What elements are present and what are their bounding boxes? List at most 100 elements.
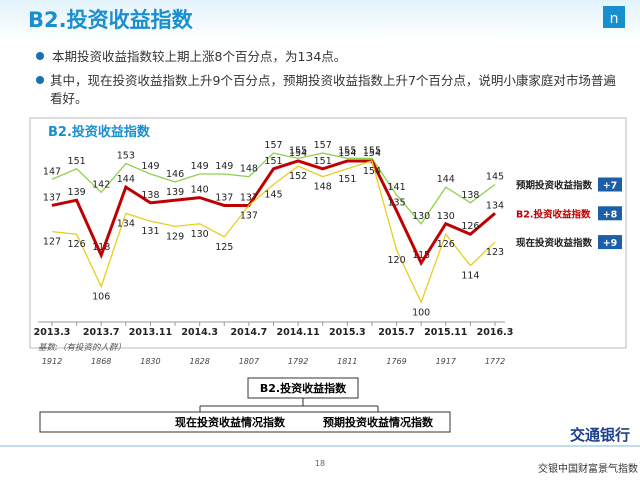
x-tick-label: 2015.11	[424, 327, 467, 338]
series-line	[51, 152, 496, 225]
data-label: 149	[191, 161, 209, 172]
series-line	[51, 159, 496, 267]
x-tick-label: 2015.3	[329, 327, 366, 338]
data-label: 144	[437, 174, 455, 185]
x-tick-label: 2014.11	[276, 327, 319, 338]
base-count: 1868	[91, 357, 111, 366]
data-label: 131	[141, 226, 159, 237]
change-badge	[598, 206, 622, 221]
data-label: 137	[215, 192, 233, 203]
data-label: 144	[117, 174, 135, 185]
legend-entry: 预期投资收益指数	[516, 180, 593, 192]
data-label: 154	[363, 148, 381, 159]
data-label: 145	[264, 190, 282, 201]
data-label: 145	[486, 172, 504, 183]
legend-entry: B2.投资收益指数	[516, 208, 591, 220]
base-label: 基数:（有投资的人群）	[38, 342, 126, 353]
data-label: 129	[166, 231, 184, 242]
data-label: 153	[117, 151, 135, 162]
tree-connector	[199, 398, 379, 412]
x-tick-label: 2013.3	[34, 327, 71, 338]
data-label: 138	[461, 190, 479, 201]
data-label: 118	[92, 242, 110, 253]
data-label: 152	[289, 171, 307, 182]
base-count: 1811	[337, 357, 357, 366]
data-label: 157	[314, 140, 332, 151]
x-tick-label: 2015.7	[378, 327, 415, 338]
legend-entry: 现在投资收益指数	[516, 237, 593, 249]
data-label: 157	[264, 140, 282, 151]
data-label: 154	[363, 166, 381, 177]
slide-title: B2.投资收益指数	[28, 8, 194, 32]
bullet: 本期投资收益指数较上期上涨8个百分点，为134点。	[52, 49, 346, 64]
data-label: 139	[68, 187, 86, 198]
bullet-dot	[36, 76, 44, 84]
x-tick-label: 2013.7	[83, 327, 120, 338]
logo-glyph: n	[610, 11, 619, 27]
data-label: 148	[240, 164, 258, 175]
x-tick-label: 2014.7	[231, 327, 268, 338]
data-label: 149	[141, 161, 159, 172]
base-count: 1912	[42, 357, 62, 366]
x-tick-label: 2013.11	[129, 327, 172, 338]
data-label: 123	[486, 247, 504, 258]
page-number: 18	[315, 459, 325, 468]
bullet-wrap: 其中，现在投资收益指数上升9个百分点，预期投资收益指数上升7个百分点，说明小康家…	[50, 73, 616, 106]
data-label: 154	[289, 148, 307, 159]
data-label: 151	[68, 156, 86, 167]
logo-icon	[603, 6, 625, 28]
x-tick-label: 2016.3	[477, 327, 514, 338]
data-label: 114	[461, 271, 479, 282]
data-label: 120	[387, 255, 405, 266]
data-label: 141	[387, 182, 405, 193]
data-label: 126	[437, 239, 455, 250]
data-label: 147	[43, 166, 61, 177]
data-label: 155	[289, 145, 307, 156]
change-label: +7	[603, 181, 618, 192]
data-label: 148	[314, 182, 332, 193]
data-label: 130	[437, 211, 455, 222]
data-label: 149	[215, 161, 233, 172]
change-badge	[598, 235, 622, 250]
data-label: 135	[387, 198, 405, 209]
data-label: 151	[314, 156, 332, 167]
data-label: 126	[68, 239, 86, 250]
base-count: 1917	[436, 357, 457, 366]
chart-title: B2.投资收益指数	[48, 124, 151, 140]
data-label: 137	[240, 210, 258, 221]
footer-brand: 交银中国财富景气指数	[538, 462, 638, 475]
data-label: 154	[338, 148, 356, 159]
data-label: 106	[92, 292, 110, 303]
base-count: 1772	[485, 357, 505, 366]
tree-root: B2.投资收益指数	[260, 381, 347, 395]
base-count: 1830	[140, 357, 160, 366]
data-label: 151	[338, 174, 356, 185]
data-label: 146	[166, 169, 184, 180]
data-label: 138	[141, 190, 159, 201]
change-label: +9	[603, 238, 618, 249]
data-label: 115	[412, 250, 430, 261]
tree-child: 现在投资收益情况指数	[175, 415, 286, 429]
data-label: 155	[338, 145, 356, 156]
change-badge	[598, 177, 622, 192]
data-label: 134	[117, 218, 135, 229]
bullet: 其中，现在投资收益指数上升9个百分点，预期投资收益指数上升7个百分点，说明小康家…	[50, 73, 616, 106]
tree-child: 预期投资收益情况指数	[323, 415, 434, 429]
chart-frame	[29, 117, 627, 349]
data-label: 140	[191, 185, 209, 196]
x-tick-label: 2014.3	[181, 327, 218, 338]
data-label: 125	[215, 242, 233, 253]
data-label: 142	[92, 179, 110, 190]
plot: 2013.3 1912 2013.7 1868 2013.11 1830 2014.3 182…	[34, 140, 622, 366]
data-label: 127	[43, 237, 61, 248]
data-label: 134	[486, 200, 504, 211]
data-label: 155	[363, 145, 381, 156]
data-label: 130	[412, 211, 430, 222]
base-count: 1792	[288, 357, 308, 366]
bank-name: 交通银行	[570, 426, 630, 444]
series-line	[51, 160, 496, 304]
base-count: 1769	[386, 357, 406, 366]
data-label: 139	[166, 187, 184, 198]
data-label: 126	[461, 221, 479, 232]
